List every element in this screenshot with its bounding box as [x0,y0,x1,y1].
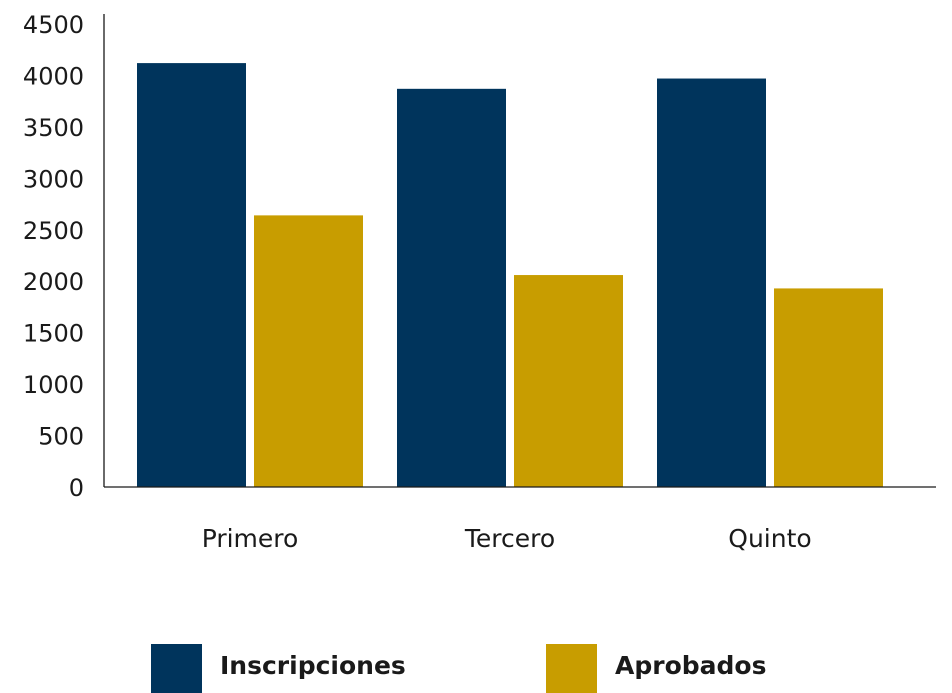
bar-aprobados-tercero [514,275,623,487]
y-tick-label: 1000 [23,371,84,399]
y-tick-label: 2000 [23,268,84,296]
y-tick-label: 4000 [23,62,84,90]
y-tick-label: 2500 [23,217,84,245]
y-tick-label: 3000 [23,165,84,193]
legend: Inscripciones Aprobados [151,644,766,693]
y-axis-ticks: 0 500 1000 1500 2000 2500 3000 3500 4000 4500 [23,11,84,502]
bar-inscripciones-primero [137,63,246,487]
legend-swatch-aprobados [546,644,597,693]
x-axis-labels: Primero Tercero Quinto [202,524,812,553]
y-tick-label: 1500 [23,320,84,348]
bars [137,63,883,487]
y-tick-label: 3500 [23,114,84,142]
y-tick-label: 0 [69,474,84,502]
bar-aprobados-primero [254,215,363,487]
legend-swatch-inscripciones [151,644,202,693]
bar-inscripciones-quinto [657,78,766,487]
bar-inscripciones-tercero [397,88,506,487]
x-category-label: Primero [202,524,299,553]
bar-aprobados-quinto [774,288,883,487]
x-category-label: Quinto [728,524,811,553]
x-category-label: Tercero [464,524,555,553]
legend-label-aprobados: Aprobados [615,651,766,680]
y-tick-label: 4500 [23,11,84,39]
y-tick-label: 500 [38,423,84,451]
legend-label-inscripciones: Inscripciones [220,651,406,680]
